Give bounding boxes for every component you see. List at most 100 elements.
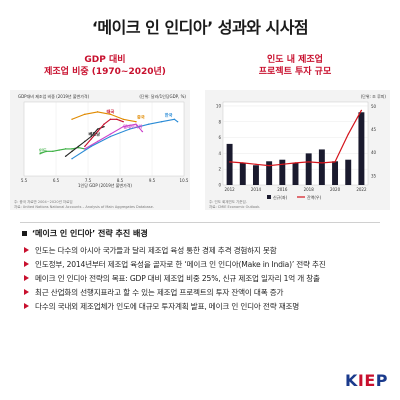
kiep-logo: KIEP [345,371,388,390]
data-point [321,162,323,164]
data-point [64,148,67,150]
bar-신규 [305,153,312,185]
left-x-tick-label: 8.5 [117,178,124,183]
data-point [135,123,137,125]
left-x-tick-label: 10.5 [180,178,189,183]
data-point [77,145,80,148]
right-panel-title-line2: 프로젝트 투자 규모 [258,67,332,77]
data-point [128,128,131,130]
right-y-left-tick-label: 0 [218,183,221,188]
right-panel-title-line1: 인도 내 제조업 [267,55,323,65]
right-y-left-tick-label: 6 [218,135,221,140]
data-point [90,135,92,138]
data-point [109,113,112,116]
data-point [135,121,137,123]
triangle-bullet-icon [24,247,29,253]
left-panel-title-line1: GDP 대비 [84,55,126,65]
legend-label: 신규(좌) [273,194,288,200]
left-panel-title: GDP 대비 제조업 비중 (1970~2020년) [40,54,170,78]
series-line-말레이시아 [84,123,143,150]
data-point [360,109,363,111]
data-point [281,163,283,165]
right-y-left-tick-label: 10 [216,103,222,108]
series-label: 한국 [165,111,173,118]
triangle-bullet-icon [24,261,29,267]
page-title: ‘메이크 인 인디아’ 성과와 시사점 [91,18,309,37]
right-note-line1: 주: 인도 회계연도 기준임. [209,200,247,204]
data-point [294,162,297,164]
series-label: 중국 [137,114,145,121]
data-point [148,123,150,125]
bar-신규 [239,162,246,185]
bar-신규 [266,161,273,185]
list-item-text: 다수의 국내외 제조업체가 인도에 대규모 투자계획 발표, 메이크 인 인디아… [35,302,300,311]
right-x-tick-label: 2018 [304,187,315,192]
data-point [71,158,73,160]
right-note-line2: 자료: CMIE Economic Outlook. [209,205,261,209]
right-y-right-tick-label: 45 [371,127,377,132]
right-x-tick-label: 2012 [224,187,235,192]
left-chart-unit: (단위: 달러/1인당GDP, %) [139,93,186,99]
list-item-text: 인도는 다수의 아시아 국가들과 달리 제조업 육성 통한 경제 추격 경험하지… [35,246,277,255]
data-point [109,133,112,135]
data-point [109,135,112,138]
right-chart-note: 주: 인도 회계연도 기준임. 자료: CMIE Economic Outloo… [209,200,384,210]
data-point [347,133,349,135]
data-point [122,125,124,128]
data-point [160,121,163,123]
triangle-bullet-icon [24,289,29,295]
left-x-tick-label: 6.5 [53,178,60,183]
bar-신규 [226,143,233,185]
data-point [176,121,179,123]
data-point [58,149,60,151]
left-x-tick-label: 9.5 [149,178,156,183]
square-bullet-icon [22,231,27,236]
data-point [334,161,336,163]
left-chart-xlabel: 1인당 GDP (2019년 불변가격) [78,182,132,188]
legend-label: 잔액(우) [307,194,322,200]
legend-swatch-bar [267,195,271,199]
right-y-left-tick-label: 4 [218,151,221,156]
bar-신규 [292,162,299,185]
left-plot-area [23,101,185,177]
right-x-tick-label: 2014 [251,187,262,192]
data-point [90,138,92,140]
right-y-left-tick-label: 2 [218,167,221,172]
list-item: 메이크 인 인디아 전략의 목표: GDP 대비 제조업 비중 25%, 신규 … [24,273,382,284]
right-panel-title: 인도 내 제조업 프로젝트 투자 규모 [225,54,365,78]
left-chart-subtitle: GDP대비 제조업 비중 (2019년 불변가격) [18,93,90,99]
left-line-chart: GDP대비 제조업 비중 (2019년 불변가격) (단위: 달러/1인당GDP… [18,93,189,188]
data-point [122,121,124,123]
background-section: ‘메이크 인 인디아’ 전략 추진 배경 인도는 다수의 아시아 국가들과 달리… [22,228,382,315]
left-x-tick-label: 5.5 [21,178,28,183]
series-label: 말레이시아 [123,123,142,130]
data-point [103,125,105,128]
data-point [52,150,54,153]
series-line-중국 [71,111,137,123]
data-point [39,153,41,155]
data-point [96,130,99,133]
right-y-right-tick-label: 50 [371,104,377,109]
bar-신규 [279,159,286,185]
triangle-bullet-icon [24,303,29,309]
data-point [71,118,73,120]
list-item: 최근 산업화의 선행지표라고 할 수 있는 제조업 프로젝트의 투자 잔액이 대… [24,287,382,298]
bar-신규 [358,112,365,185]
data-point [255,163,257,165]
series-label: 인도 [39,147,47,154]
data-point [242,162,244,164]
list-item: 인도정부, 2014년부터 제조업 육성을 골자로 한 ‘메이크 인 인디아(M… [24,259,382,270]
data-point [96,111,99,113]
data-point [122,118,124,120]
bar-신규 [332,161,339,185]
right-x-tick-label: 2020 [330,187,341,192]
series-line-한국 [71,118,178,160]
data-point [45,150,48,153]
list-item-text: 최근 산업화의 선행지표라고 할 수 있는 제조업 프로젝트의 투자 잔액이 대… [35,288,284,297]
bar-신규 [252,165,259,185]
list-item: 다수의 국내외 제조업체가 인도에 대규모 투자계획 발표, 메이크 인 인디아… [24,301,382,312]
right-chart-unit: (단위: 조 루피) [361,93,387,99]
right-y-right-tick-label: 40 [371,150,377,155]
data-point [116,118,118,120]
data-point [308,161,310,163]
